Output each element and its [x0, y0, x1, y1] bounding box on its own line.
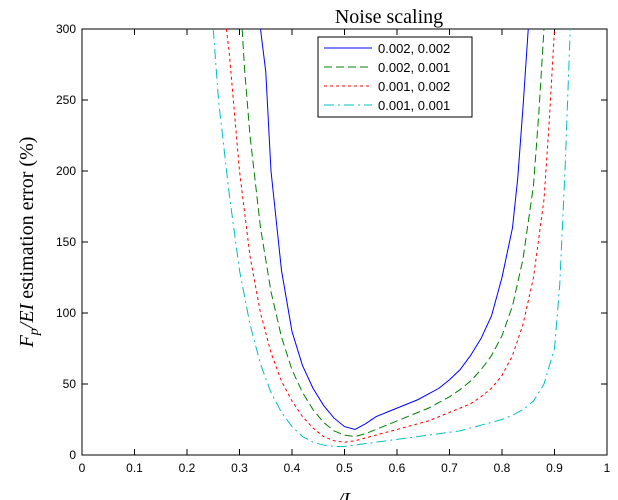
y-tick-label: 300 — [56, 22, 76, 36]
y-label-f: F — [16, 334, 38, 348]
y-label-sub: p — [27, 328, 42, 336]
x-tick-label: 0 — [79, 461, 86, 475]
y-tick-label: 250 — [56, 93, 76, 107]
legend-title: Noise scaling — [335, 6, 443, 28]
y-tick-label: 150 — [56, 235, 76, 249]
axis-ticks: 0 0.1 0.2 0.3 0.4 0.5 0.6 0.7 0.8 0.9 1 0 50 100 150 20… — [56, 22, 611, 475]
x-tick-label: 0.5 — [336, 461, 353, 475]
y-tick-label: 100 — [56, 306, 76, 320]
series-line-1 — [260, 29, 529, 430]
y-tick-label: 50 — [63, 377, 77, 391]
legend-label-4: 0.001, 0.001 — [378, 98, 450, 113]
x-tick-label: 0.9 — [546, 461, 563, 475]
series-group — [212, 29, 571, 447]
x-tick-label: 1 — [604, 461, 611, 475]
y-label-ei: /EI — [16, 302, 38, 329]
series-line-2 — [241, 29, 545, 438]
series-line-4 — [212, 29, 571, 447]
y-tick-label: 200 — [56, 164, 76, 178]
x-tick-label: 0.4 — [284, 461, 301, 475]
legend-box — [317, 36, 473, 118]
x-tick-label: 0.7 — [441, 461, 458, 475]
x-tick-label: 0.3 — [231, 461, 248, 475]
x-tick-label: 0.8 — [494, 461, 511, 475]
x-tick-label: 0.6 — [389, 461, 406, 475]
x-tick-label: 0.2 — [179, 461, 196, 475]
y-axis-label: Fp/EI estimation error (%) — [16, 137, 42, 349]
series-line-3 — [225, 29, 555, 443]
y-tick-label: 0 — [69, 448, 76, 462]
y-label-rest: estimation error (%) — [16, 137, 38, 304]
x-axis-label: /L — [337, 489, 355, 500]
legend: 0.002, 0.002 0.002, 0.001 0.001, 0.002 0.00… — [324, 41, 450, 113]
legend-label-3: 0.001, 0.002 — [378, 79, 450, 94]
x-tick-label: 0.1 — [126, 461, 143, 475]
legend-label-2: 0.002, 0.001 — [378, 60, 450, 75]
legend-label-1: 0.002, 0.002 — [378, 41, 450, 56]
